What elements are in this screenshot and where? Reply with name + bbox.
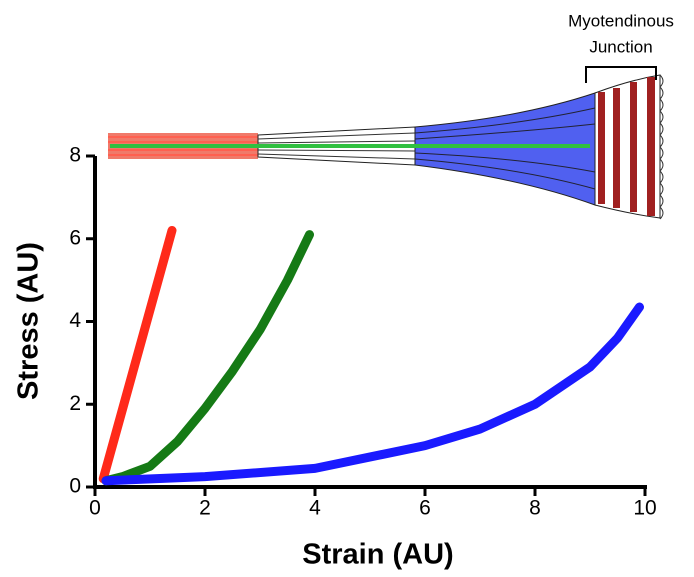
y-tick-label: 2	[69, 392, 81, 415]
y-tick-label: 6	[69, 226, 81, 249]
x-tick-label: 6	[419, 497, 431, 520]
x-tick-label: 0	[89, 497, 101, 520]
x-tick-label: 4	[309, 497, 321, 520]
line-series	[101, 230, 314, 486]
y-tick-label: 0	[69, 475, 81, 498]
y-axis-label: Stress (AU)	[13, 242, 45, 400]
line-series	[101, 302, 644, 486]
line-series	[98, 225, 177, 484]
tendon-illustration	[108, 66, 664, 220]
x-axis-label: Strain (AU)	[302, 539, 453, 571]
y-tick-label: 8	[69, 144, 81, 167]
x-tick-label: 2	[199, 497, 211, 520]
y-tick-label: 4	[69, 309, 81, 332]
x-tick-label: 8	[529, 497, 541, 520]
x-tick-label: 10	[633, 497, 656, 520]
annotation: Junction	[589, 37, 652, 56]
annotation: Myotendinous	[568, 11, 674, 30]
